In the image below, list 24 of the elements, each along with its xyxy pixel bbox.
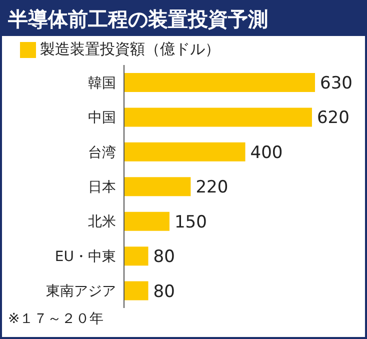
data-label: 630 bbox=[320, 74, 352, 94]
data-label: 80 bbox=[153, 282, 175, 302]
data-label: 150 bbox=[174, 212, 207, 232]
data-label: 80 bbox=[153, 247, 175, 268]
bar bbox=[124, 212, 170, 231]
data-label: 220 bbox=[196, 178, 228, 198]
y-tick-label: 中国 bbox=[88, 110, 116, 126]
bar bbox=[124, 73, 315, 92]
y-tick-label: 日本 bbox=[88, 179, 116, 196]
chart-title: 半導体前工程の装置投資予測 bbox=[2, 2, 365, 36]
data-label: 400 bbox=[250, 142, 283, 163]
legend-label: 製造装置投資額（億ドル） bbox=[40, 40, 220, 58]
y-tick-label: 北米 bbox=[88, 214, 116, 230]
text: ※１７～２０年 bbox=[7, 310, 105, 328]
y-tick-label: EU・中東 bbox=[54, 248, 116, 265]
y-tick-label: 台湾 bbox=[88, 144, 116, 161]
y-tick-label: 韓国 bbox=[88, 75, 116, 92]
bar bbox=[124, 281, 148, 300]
y-tick-label: 東南アジア bbox=[46, 284, 116, 300]
data-label: 620 bbox=[316, 108, 350, 128]
bar bbox=[124, 246, 148, 266]
bar bbox=[124, 142, 246, 162]
bar bbox=[124, 177, 191, 196]
bar bbox=[124, 108, 312, 127]
